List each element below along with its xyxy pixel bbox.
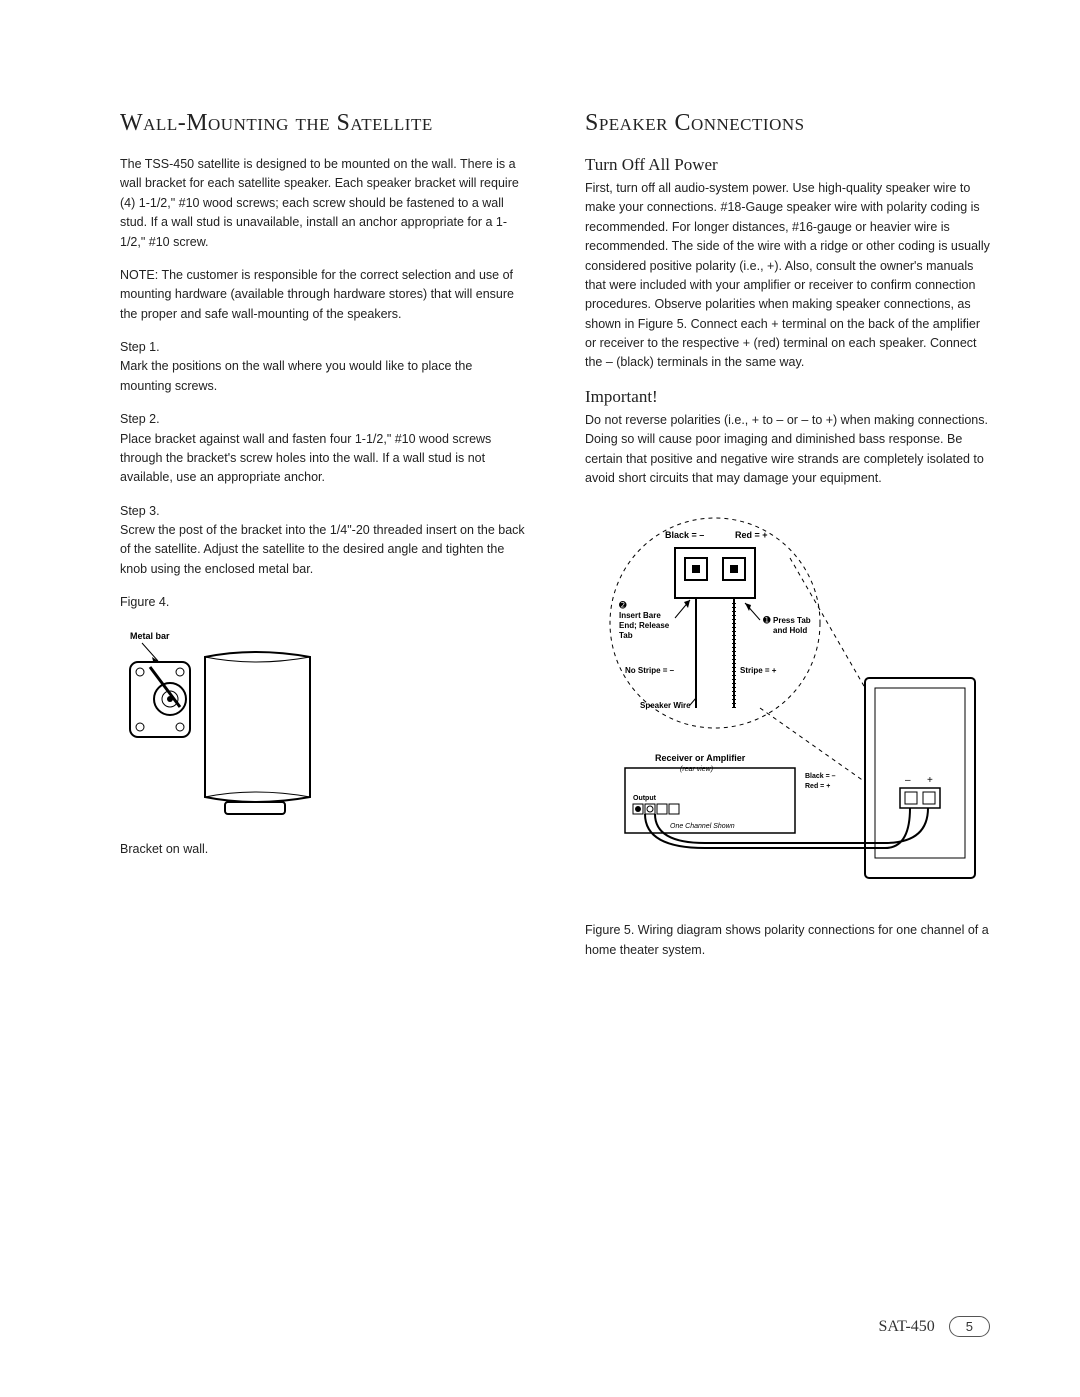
svg-text:End; Release: End; Release (619, 621, 670, 630)
intro-paragraph: The TSS-450 satellite is designed to be … (120, 155, 525, 252)
speaker-connections-heading: Speaker Connections (585, 110, 990, 137)
figure5-wrap: Black = – Red = + ➊ Press Tab and Hold ➋… (585, 508, 990, 913)
figure5-diagram: Black = – Red = + ➊ Press Tab and Hold ➋… (585, 508, 985, 908)
svg-text:and Hold: and Hold (773, 626, 807, 635)
svg-text:Black = –: Black = – (665, 530, 704, 540)
svg-text:➊: ➊ (763, 615, 771, 625)
step1-text: Mark the positions on the wall where you… (120, 357, 525, 396)
figure4-diagram: Metal bar (120, 627, 340, 827)
svg-text:Red = +: Red = + (805, 783, 830, 790)
svg-text:Tab: Tab (619, 631, 633, 640)
turn-off-power-subheading: Turn Off All Power (585, 155, 990, 175)
svg-text:–: – (905, 775, 911, 786)
svg-text:+: + (927, 775, 933, 786)
footer-page-number: 5 (949, 1316, 990, 1337)
important-subheading: Important! (585, 387, 990, 407)
svg-text:Press Tab: Press Tab (773, 616, 811, 625)
svg-text:Speaker Wire: Speaker Wire (640, 701, 691, 710)
step1-label: Step 1. (120, 338, 525, 357)
svg-text:Output: Output (633, 795, 657, 802)
svg-text:➋: ➋ (619, 600, 627, 610)
svg-text:No Stripe = –: No Stripe = – (625, 666, 675, 675)
svg-text:Stripe = +: Stripe = + (740, 666, 777, 675)
svg-text:Red = +: Red = + (735, 530, 768, 540)
figure5-caption: Figure 5. Wiring diagram shows polarity … (585, 921, 990, 960)
svg-text:Insert Bare: Insert Bare (619, 611, 661, 620)
right-column: Speaker Connections Turn Off All Power F… (585, 110, 990, 960)
step2-label: Step 2. (120, 410, 525, 429)
turn-off-power-text: First, turn off all audio-system power. … (585, 179, 990, 373)
step3-text: Screw the post of the bracket into the 1… (120, 521, 525, 579)
figure4-caption: Bracket on wall. (120, 840, 525, 859)
figure4-label: Figure 4. (120, 593, 525, 612)
svg-text:Receiver or Amplifier: Receiver or Amplifier (655, 753, 746, 763)
svg-text:Black = –: Black = – (805, 773, 836, 780)
step3-label: Step 3. (120, 502, 525, 521)
note-paragraph: NOTE: The customer is responsible for th… (120, 266, 525, 324)
svg-text:(rear view): (rear view) (680, 766, 713, 773)
metal-bar-label: Metal bar (130, 631, 170, 641)
left-column: Wall-Mounting the Satellite The TSS-450 … (120, 110, 525, 960)
footer-model: SAT-450 (878, 1318, 934, 1336)
page-footer: SAT-450 5 (878, 1316, 990, 1337)
svg-text:One Channel Shown: One Channel Shown (670, 823, 735, 830)
step2-text: Place bracket against wall and fasten fo… (120, 430, 525, 488)
important-text: Do not reverse polarities (i.e., + to – … (585, 411, 990, 489)
wall-mounting-heading: Wall-Mounting the Satellite (120, 110, 525, 137)
